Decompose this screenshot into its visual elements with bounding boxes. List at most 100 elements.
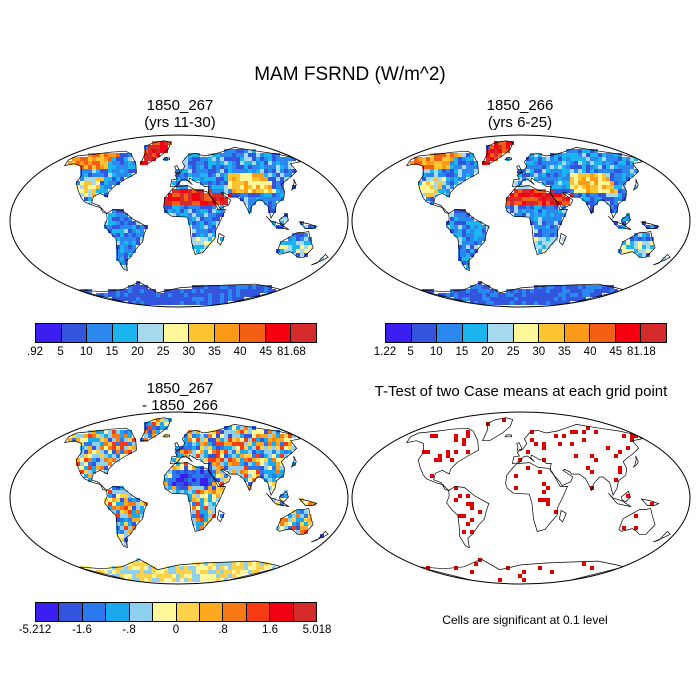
coastline-samerica <box>446 486 490 549</box>
colorbar-swatch <box>411 324 438 342</box>
colorbar-tick-label: 5 <box>57 346 64 358</box>
map-case-1 <box>9 134 349 308</box>
colorbar-swatch <box>564 324 591 342</box>
colorbar-swatch <box>87 324 113 342</box>
coastline-britain <box>516 165 523 174</box>
coastline-eurasia <box>512 147 643 219</box>
coastline-newguinea <box>298 498 318 506</box>
colorbar-case-1-ticks: .92 5 10 15 20 25 30 35 40 45 81.68 <box>27 346 317 360</box>
colorbar-swatch <box>513 324 540 342</box>
coastline-borneo <box>278 490 289 503</box>
colorbar-difference-ticks: -5.212 -1.6 -.8 0 .8 1.6 5.018 <box>19 624 332 638</box>
colorbar-swatch <box>138 324 164 342</box>
colorbar-swatch <box>199 603 224 621</box>
colorbar-swatch <box>270 603 294 621</box>
colorbar-swatch <box>265 324 292 342</box>
coastline-madagascar <box>559 232 567 246</box>
colorbar-swatch <box>488 324 514 342</box>
map-case-1-content <box>63 140 329 307</box>
panel-1-title: 1850_267 (yrs 11-30) <box>60 97 300 131</box>
colorbar-tick-label: 15 <box>105 346 119 358</box>
coastline-eurasia <box>170 147 301 219</box>
colorbar-swatch <box>189 324 215 342</box>
colorbar-tick-label: 25 <box>156 346 170 358</box>
significance-note: Cells are significant at 0.1 level <box>442 613 608 627</box>
map-case-2-content <box>405 140 671 307</box>
colorbar-swatch <box>615 324 642 342</box>
colorbar-swatch <box>36 603 60 621</box>
colorbar-swatch <box>112 324 139 342</box>
colorbar-swatch <box>641 324 667 342</box>
colorbar-swatch <box>437 324 463 342</box>
coastline-britain <box>174 165 181 174</box>
significant-cells <box>422 418 654 582</box>
colorbar-swatch <box>223 603 247 621</box>
colorbar-swatch <box>176 603 200 621</box>
coastline-namerica <box>405 427 479 492</box>
coastline-eurasia <box>512 424 643 496</box>
colorbar-tick-label: -5.212 <box>18 624 52 636</box>
coastline-iceland <box>504 434 513 438</box>
coastline-madagascar <box>217 509 225 523</box>
coastline-australia <box>618 231 656 258</box>
coastline-nz <box>653 253 671 266</box>
colorbar-tick-label: 40 <box>233 346 247 358</box>
coastline-borneo <box>620 213 631 226</box>
map-ttest-content <box>405 417 671 584</box>
colorbar-tick-label: 5 <box>407 346 414 358</box>
colorbar-swatch <box>386 324 412 342</box>
colorbar-tick-label: .8 <box>218 624 228 636</box>
map-difference <box>9 411 349 585</box>
colorbar-swatch <box>590 324 616 342</box>
coastline-madagascar <box>559 509 567 523</box>
coastline-namerica <box>405 150 479 215</box>
colorbar-tick-label: 1.22 <box>373 346 397 358</box>
map-case-2 <box>351 134 691 308</box>
colorbar-swatch <box>129 603 154 621</box>
colorbar-tick-label: 25 <box>506 346 520 358</box>
coastline-africa <box>163 185 227 255</box>
colorbar-swatch <box>82 603 107 621</box>
coastline-iceland <box>162 157 171 161</box>
coastline-eurasia <box>170 424 301 496</box>
colorbar-case-2-ticks: 1.22 5 10 15 20 25 30 35 40 45 81.18 <box>374 346 667 360</box>
panel-3-title: 1850_267 - 1850_266 <box>60 380 300 414</box>
colorbar-tick-label: 40 <box>583 346 597 358</box>
colorbar-tick-label: 1.6 <box>262 624 278 636</box>
colorbar-swatch <box>246 603 271 621</box>
coastline-japan <box>632 178 639 191</box>
colorbar-tick-label: 30 <box>182 346 196 358</box>
coastline-indonesia <box>608 215 632 230</box>
colorbar-swatch <box>214 324 241 342</box>
colorbar-tick-label: 45 <box>259 346 273 358</box>
colorbar-tick-label: 45 <box>609 346 623 358</box>
coastline-iceland <box>162 434 171 438</box>
coastline-nz <box>311 530 329 543</box>
field-cells <box>410 141 666 305</box>
map-ttest <box>351 411 691 585</box>
colorbar-case-1 <box>35 323 317 343</box>
colorbar-tick-label: 15 <box>455 346 469 358</box>
globe-outline <box>9 411 349 585</box>
field-cells <box>68 141 324 305</box>
globe-outline <box>351 134 691 308</box>
colorbar-tick-label: 10 <box>79 346 93 358</box>
coastline-indonesia <box>266 492 290 507</box>
coastline-namerica <box>63 150 137 215</box>
coastline-iceland <box>504 157 513 161</box>
coastline-australia <box>276 231 314 258</box>
coastline-japan <box>632 455 639 468</box>
coastline-indonesia <box>266 215 290 230</box>
coastline-nz <box>653 530 671 543</box>
panel-2-title-line2: (yrs 6-25) <box>487 114 553 131</box>
coastline-samerica <box>104 486 148 549</box>
coastline-newguinea <box>640 498 660 506</box>
colorbar-tick-label: .92 <box>27 346 43 358</box>
colorbar-tick-label: -1.6 <box>72 624 92 636</box>
coastline-namerica <box>63 427 137 492</box>
colorbar-swatch <box>153 603 177 621</box>
coastlines <box>405 417 671 584</box>
coastline-greenland <box>482 417 514 442</box>
colorbar-difference <box>35 602 317 622</box>
colorbar-swatch <box>36 324 62 342</box>
